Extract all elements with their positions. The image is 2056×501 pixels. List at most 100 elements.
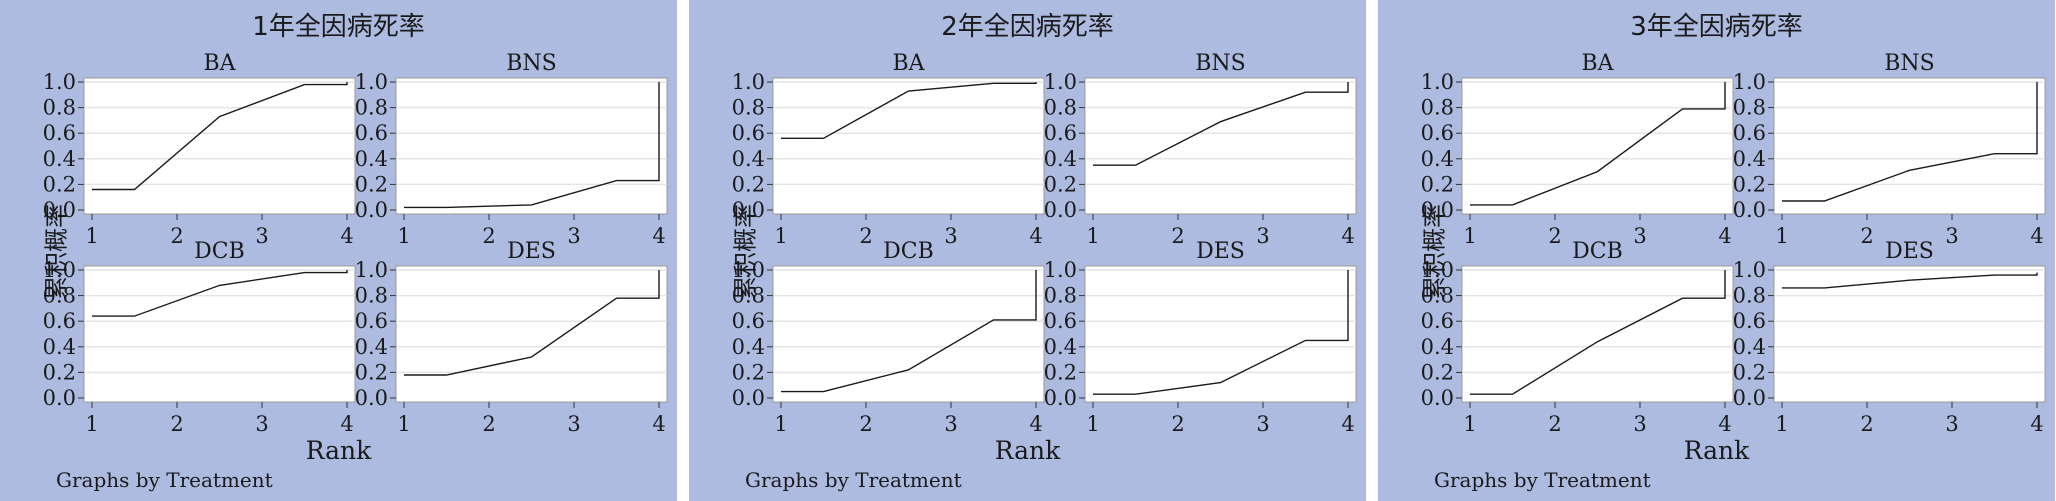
x-tick-label: 3 <box>1633 224 1646 248</box>
y-tick-label: 0.8 <box>1733 284 1766 308</box>
series-line-dcb <box>92 270 348 317</box>
y-tick-label: 0.6 <box>43 309 76 333</box>
series-line-des <box>404 270 660 376</box>
graphs-by-note: Graphs by Treatment <box>1434 468 1651 492</box>
y-tick-label: 0.6 <box>1733 309 1766 333</box>
y-tick-label: 0.2 <box>355 172 388 196</box>
y-axis-label: 累积概率 <box>42 204 71 300</box>
y-tick-label: 0.4 <box>1044 147 1077 171</box>
y-tick-label: 0.4 <box>1044 335 1077 359</box>
y-tick-label: 0.4 <box>1421 147 1454 171</box>
plot-area-ba <box>1461 77 1734 215</box>
y-tick-label: 0.2 <box>732 360 765 384</box>
x-tick-label: 2 <box>1171 224 1184 248</box>
y-tick-label: 0.2 <box>355 360 388 384</box>
subplot-title-ba: BA <box>892 51 925 76</box>
y-tick-label: 0.0 <box>43 386 76 410</box>
x-tick-label: 2 <box>170 412 183 436</box>
x-tick-label: 1 <box>1775 412 1788 436</box>
plot-area-dcb <box>1461 265 1734 403</box>
y-tick-label: 0.8 <box>732 96 765 120</box>
x-tick-label: 4 <box>1718 224 1731 248</box>
y-tick-label: 0.0 <box>732 198 765 222</box>
y-tick-label: 0.6 <box>1044 121 1077 145</box>
y-tick-label: 0.8 <box>1421 96 1454 120</box>
y-tick-label: 0.2 <box>1421 172 1454 196</box>
x-tick-label: 4 <box>1341 224 1354 248</box>
y-tick-label: 0.6 <box>355 121 388 145</box>
x-axis-label: Rank <box>305 436 372 465</box>
y-tick-label: 1.0 <box>732 258 765 282</box>
y-tick-label: 0.0 <box>1733 198 1766 222</box>
y-tick-label: 0.4 <box>355 147 388 171</box>
plot-area-bns <box>1084 77 1357 215</box>
x-tick-label: 1 <box>85 224 98 248</box>
series-line-dcb <box>781 270 1037 393</box>
series-line-bns <box>1782 82 2038 202</box>
y-tick-label: 0.8 <box>43 96 76 120</box>
y-tick-label: 0.4 <box>355 335 388 359</box>
y-tick-label: 0.6 <box>732 121 765 145</box>
subplot-title-dcb: DCB <box>1572 239 1623 264</box>
x-tick-label: 4 <box>1341 412 1354 436</box>
x-tick-label: 4 <box>652 224 665 248</box>
series-line-bns <box>404 82 660 209</box>
subplot-title-des: DES <box>1885 239 1934 264</box>
subplot-title-ba: BA <box>1581 51 1614 76</box>
panel-title: 2年全因病死率 <box>941 12 1114 42</box>
subplot-title-des: DES <box>507 239 556 264</box>
x-tick-label: 2 <box>1860 224 1873 248</box>
y-tick-label: 1.0 <box>43 258 76 282</box>
y-tick-label: 0.2 <box>1733 360 1766 384</box>
x-tick-label: 1 <box>1775 224 1788 248</box>
chart-panel-1yr: 0.0 0.2 0.4 0.6 0.8 1.0 1 2 3 4 BA 0.0 0.2 0.4 0.6 0.8 1… <box>0 0 677 501</box>
y-tick-label: 1.0 <box>1733 258 1766 282</box>
y-tick-label: 1.0 <box>732 70 765 94</box>
plot-area-des <box>395 265 668 403</box>
x-tick-label: 2 <box>859 224 872 248</box>
y-tick-label: 0.2 <box>1733 172 1766 196</box>
x-tick-label: 4 <box>340 224 353 248</box>
x-tick-label: 1 <box>774 412 787 436</box>
plot-area-ba <box>772 77 1045 215</box>
x-tick-label: 2 <box>1860 412 1873 436</box>
y-tick-label: 0.4 <box>43 147 76 171</box>
y-tick-label: 0.2 <box>43 360 76 384</box>
y-tick-label: 1.0 <box>355 258 388 282</box>
y-tick-label: 0.0 <box>355 386 388 410</box>
chart-panel-3yr: 0.0 0.2 0.4 0.6 0.8 1.0 1 2 3 4 BA 0.0 0.2 0.4 0.6 0.8 1… <box>1378 0 2055 501</box>
y-tick-label: 1.0 <box>1044 70 1077 94</box>
y-tick-label: 0.6 <box>732 309 765 333</box>
y-tick-label: 0.6 <box>355 309 388 333</box>
x-tick-label: 4 <box>1718 412 1731 436</box>
x-tick-label: 2 <box>1171 412 1184 436</box>
x-tick-label: 2 <box>482 224 495 248</box>
x-tick-label: 4 <box>2030 412 2043 436</box>
x-tick-label: 1 <box>1463 412 1476 436</box>
plot-area-bns <box>1773 77 2046 215</box>
x-axis-label: Rank <box>1683 436 1750 465</box>
x-axis-label: Rank <box>994 436 1061 465</box>
x-tick-label: 4 <box>652 412 665 436</box>
y-tick-label: 0.8 <box>355 96 388 120</box>
y-tick-label: 0.8 <box>1733 96 1766 120</box>
x-tick-label: 1 <box>774 224 787 248</box>
x-tick-label: 4 <box>2030 224 2043 248</box>
x-tick-label: 3 <box>1633 412 1646 436</box>
subplot-title-dcb: DCB <box>194 239 245 264</box>
y-tick-label: 0.4 <box>732 147 765 171</box>
y-tick-label: 1.0 <box>1044 258 1077 282</box>
y-tick-label: 0.8 <box>1044 284 1077 308</box>
plot-area-des <box>1773 265 2046 403</box>
y-tick-label: 0.8 <box>355 284 388 308</box>
x-tick-label: 3 <box>567 224 580 248</box>
graphs-by-note: Graphs by Treatment <box>56 468 273 492</box>
x-tick-label: 4 <box>1029 412 1042 436</box>
subplot-title-dcb: DCB <box>883 239 934 264</box>
subplot-title-bns: BNS <box>1195 51 1246 76</box>
y-tick-label: 1.0 <box>43 70 76 94</box>
plot-area-dcb <box>772 265 1045 403</box>
y-tick-label: 1.0 <box>355 70 388 94</box>
graphs-by-note: Graphs by Treatment <box>745 468 962 492</box>
y-tick-label: 1.0 <box>1421 258 1454 282</box>
